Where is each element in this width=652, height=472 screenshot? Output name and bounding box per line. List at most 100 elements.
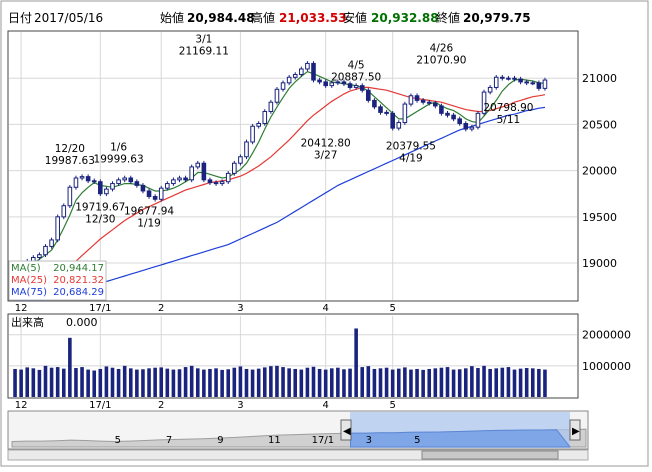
volume-bar [433,368,438,397]
price-annotation: 20798.905/11 [483,102,533,126]
candle [280,80,286,92]
annotation-line: 20798.90 [483,102,533,114]
candle [481,89,487,116]
volume-bar [403,367,407,397]
volume-bar [49,367,54,397]
candle [183,175,188,183]
volume-tick-label: 1000000 [582,360,631,373]
volume-bar [135,369,139,397]
candle [79,174,85,181]
volume-bar [159,367,164,397]
annotation-line: 3/27 [314,149,338,161]
annotation-line: 1/6 [110,142,127,154]
volume-bar [250,369,255,397]
candle [49,237,54,249]
candle [201,160,207,183]
candle [286,74,292,86]
volume-bar [506,367,511,397]
volume-bar [445,367,450,397]
volume-bar [153,367,157,397]
volume-bar [305,367,310,397]
volume-bar [202,369,206,397]
annotation-line: 21169.11 [179,46,229,58]
candle [463,121,469,132]
annotation-line: 1/19 [137,217,161,229]
candle [128,175,134,185]
volume-bar [323,369,328,397]
annotation-line: 4/26 [430,43,454,55]
candle [250,123,255,145]
annotation-line: 19999.63 [94,154,144,166]
volume-bar [61,368,66,397]
candle [274,86,280,105]
candle [420,98,426,105]
month-tick-label: 17/1 [89,400,111,411]
volume-bar [244,368,249,397]
volume-bar [543,369,547,397]
candle [378,104,383,115]
range-navigator[interactable]: ◀ ▶ 5 7 9 11 17/1 3 5 [7,410,589,450]
navigator-right-handle[interactable] [569,419,581,441]
volume-bar [13,368,17,397]
annotation-line: 21070.90 [416,55,466,67]
candle [536,80,542,91]
annotation-line: 5/11 [497,114,521,126]
candle [500,74,505,81]
navigator-tick-label: 17/1 [312,435,334,446]
month-tick-label: 5 [389,400,395,411]
candle [195,160,201,170]
volume-bar [80,367,84,397]
month-tick-label: 4 [322,303,328,314]
volume-bar [43,365,48,397]
candle [329,80,335,88]
volume-bar [293,368,298,397]
horizontal-scrollbar[interactable] [7,449,589,461]
volume-bar [421,369,425,397]
volume-bar [360,367,365,397]
header-bar: 日付 2017/05/16 始値 20,984.48 高値 21,033.53 … [8,10,531,25]
price-tick-label: 19000 [582,257,617,270]
volume-bar [183,367,188,397]
volume-bar [336,367,340,397]
annotation-line: 19987.63 [45,155,95,167]
candle [165,181,170,191]
month-tick-label: 17/1 [89,303,111,314]
volume-bar [226,369,231,397]
volume-bar [141,369,145,397]
candle [262,109,268,126]
price-tick-label: 19500 [582,211,617,224]
volume-label: 出来高 [11,315,44,329]
volume-bar [55,367,60,397]
navigator-left-handle[interactable] [340,419,352,441]
candle [487,85,493,95]
volume-bar [281,367,285,397]
price-annotation: 20379.554/19 [386,141,436,165]
legend-value: 20,684.29 [53,287,104,298]
price-x-axis-labels: 12 17/1 2 3 4 5 [15,303,396,314]
volume-bar [439,367,444,397]
volume-bar [104,366,109,397]
annotation-line: 12/20 [55,143,85,155]
right-handle-arrow-icon: ▶ [572,426,580,437]
candle [219,179,225,186]
scrollbar-track[interactable] [7,449,589,461]
candle [122,175,127,183]
scrollbar-thumb[interactable] [421,450,559,460]
candle [408,93,414,107]
candle [305,61,310,72]
volume-bar [262,367,267,397]
volume-bar [384,367,389,397]
date-label: 日付 [8,11,32,25]
candle [347,81,353,90]
legend-box [8,260,107,301]
candle [256,121,261,129]
candle [512,75,517,82]
high-value: 21,033.53 [279,11,347,25]
volume-bar [500,367,505,397]
candle [323,79,328,88]
left-handle-arrow-icon: ◀ [343,426,351,437]
volume-bar [470,366,474,397]
navigator-tick-label: 7 [166,435,172,446]
volume-bar [110,367,115,397]
